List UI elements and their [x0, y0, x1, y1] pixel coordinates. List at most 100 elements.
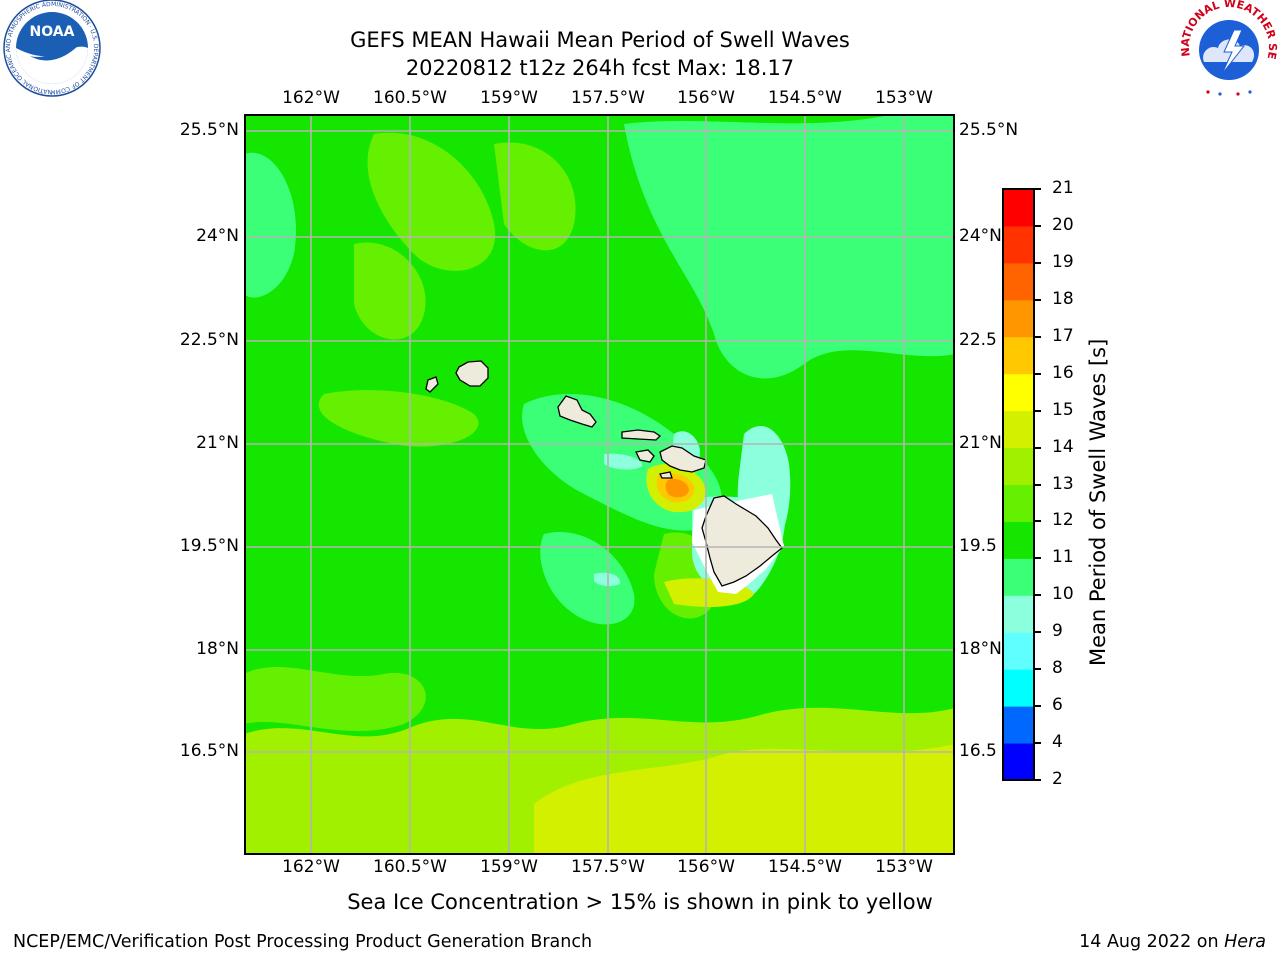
lat-label-left-3: 22.5°N	[179, 330, 239, 350]
field-max-core	[665, 479, 689, 498]
lon-label-top-4: 157.5°W	[571, 88, 645, 108]
island-molokai	[621, 429, 662, 441]
lon-label-bottom-6: 154.5°W	[768, 857, 842, 877]
colorbar-label: Mean Period of Swell Waves [s]	[1086, 338, 1110, 666]
colorbar-tick-mark	[1034, 298, 1041, 301]
lat-label-left-2: 24°N	[196, 226, 239, 246]
lon-label-top-7: 153°W	[875, 88, 933, 108]
island-niihau	[425, 376, 439, 393]
colorbar-tick-label: 2	[1052, 769, 1063, 789]
colorbar-segment	[1003, 706, 1034, 744]
footer-date: 14 Aug 2022 on Hera	[1079, 932, 1266, 952]
lat-label-left-4: 21°N	[196, 433, 239, 453]
colorbar-tick-label: 8	[1052, 658, 1063, 679]
colorbar-tick-label: 11	[1052, 547, 1074, 568]
lat-label-left-6: 18°N	[196, 639, 239, 659]
colorbar-segment	[1003, 373, 1034, 412]
field-lee-3	[604, 453, 643, 470]
chart-title: GEFS MEAN Hawaii Mean Period of Swell Wa…	[350, 28, 850, 52]
colorbar-segment	[1003, 632, 1034, 670]
lat-label-left-5: 19.5°N	[179, 536, 239, 556]
lon-label-top-6: 154.5°W	[768, 88, 842, 108]
colorbar-tick-label: 6	[1052, 695, 1063, 716]
lon-label-bottom-5: 156°W	[677, 857, 735, 877]
colorbar-tick-mark	[1034, 335, 1041, 338]
colorbar-tick-mark	[1034, 409, 1041, 412]
lon-label-bottom-4: 157.5°W	[571, 857, 645, 877]
colorbar-tick-label: 19	[1052, 251, 1074, 272]
footer-date-text: 14 Aug 2022 on	[1079, 932, 1225, 952]
field-north-patch-2	[494, 142, 576, 251]
island-maui	[659, 445, 707, 473]
map-frame	[244, 114, 955, 855]
colorbar-tick-label: 14	[1052, 436, 1074, 457]
colorbar-tick-mark	[1034, 557, 1041, 560]
colorbar-tick-mark	[1034, 779, 1041, 781]
colorbar-tick-label: 10	[1052, 584, 1074, 605]
colorbar-tick-mark	[1034, 705, 1041, 708]
field-north-patch-3	[354, 242, 426, 340]
field-sw-patch	[245, 667, 426, 731]
lon-label-bottom-7: 153°W	[875, 857, 933, 877]
island-kahoolawe	[659, 471, 673, 479]
colorbar-tick-label: 9	[1052, 621, 1063, 642]
colorbar-tick-mark	[1034, 224, 1041, 227]
colorbar-tick-mark	[1034, 631, 1041, 634]
footer-machine: Hera	[1224, 932, 1266, 952]
field-mid-patch-1	[318, 390, 479, 447]
field-south-channel	[540, 532, 635, 625]
footer-branch: NCEP/EMC/Verification Post Processing Pr…	[13, 932, 593, 952]
lat-label-left-1: 25.5°N	[179, 120, 239, 140]
colorbar-tick-mark	[1034, 742, 1041, 745]
lat-label-right-4: 21°N	[959, 433, 1002, 453]
lon-label-top-2: 160.5°W	[373, 88, 447, 108]
colorbar-segment	[1003, 743, 1034, 781]
map-gridlines	[245, 115, 954, 854]
colorbar-tick-label: 17	[1052, 325, 1074, 346]
field-lee-5	[594, 572, 621, 587]
colorbar-tick-label: 4	[1052, 732, 1063, 753]
noaa-logo: NATIONAL OCEANIC AND ATMOSPHERIC ADMINIS…	[0, 0, 102, 98]
colorbar-segment	[1003, 225, 1034, 264]
colorbar-segment	[1003, 669, 1034, 707]
colorbar-tick-label: 18	[1052, 288, 1074, 309]
colorbar-segment	[1003, 410, 1034, 449]
lon-label-top-3: 159°W	[480, 88, 538, 108]
colorbar-tick-mark	[1034, 594, 1041, 597]
colorbar-tick-mark	[1034, 446, 1041, 449]
colorbar-tick-mark	[1034, 483, 1041, 486]
noaa-logo-text: NOAA	[30, 24, 75, 40]
lat-label-right-3: 22.5	[959, 330, 997, 350]
lat-label-right-6: 18°N	[959, 639, 1002, 659]
colorbar-tick-label: 13	[1052, 473, 1074, 494]
colorbar-segment	[1003, 262, 1034, 301]
colorbar-segment	[1003, 484, 1034, 522]
island-kauai	[455, 360, 489, 387]
lat-label-left-7: 16.5°N	[179, 741, 239, 761]
colorbar-tick-mark	[1034, 188, 1041, 190]
colorbar-tick-mark	[1034, 520, 1041, 523]
lat-label-right-5: 19.5	[959, 536, 997, 556]
colorbar-tick-mark	[1034, 668, 1041, 671]
colorbar-segment	[1003, 595, 1034, 633]
colorbar-segment	[1003, 558, 1034, 596]
lon-label-top-1: 162°W	[282, 88, 340, 108]
lon-label-bottom-3: 159°W	[480, 857, 538, 877]
swell-period-map	[244, 114, 955, 855]
lon-label-bottom-1: 162°W	[282, 857, 340, 877]
nws-logo: NATIONAL WEATHER SERVICE	[1178, 0, 1279, 98]
lat-label-right-2: 24°N	[959, 226, 1002, 246]
colorbar-tick-label: 15	[1052, 399, 1074, 420]
colorbar-tick-mark	[1034, 372, 1041, 375]
field-south-yellow	[534, 744, 954, 854]
colorbar-tick-label: 12	[1052, 510, 1074, 531]
lon-label-bottom-2: 160.5°W	[373, 857, 447, 877]
island-lanai	[635, 449, 655, 463]
colorbar-tick-label: 16	[1052, 362, 1074, 383]
chart-subtitle: 20220812 t12z 264h fcst Max: 18.17	[405, 56, 795, 80]
island-oahu	[557, 395, 597, 428]
colorbar-tick-label: 20	[1052, 214, 1074, 235]
colorbar-tick-mark	[1034, 261, 1041, 264]
lat-label-right-7: 16.5	[959, 741, 997, 761]
lat-label-right-1: 25.5°N	[959, 120, 1019, 140]
